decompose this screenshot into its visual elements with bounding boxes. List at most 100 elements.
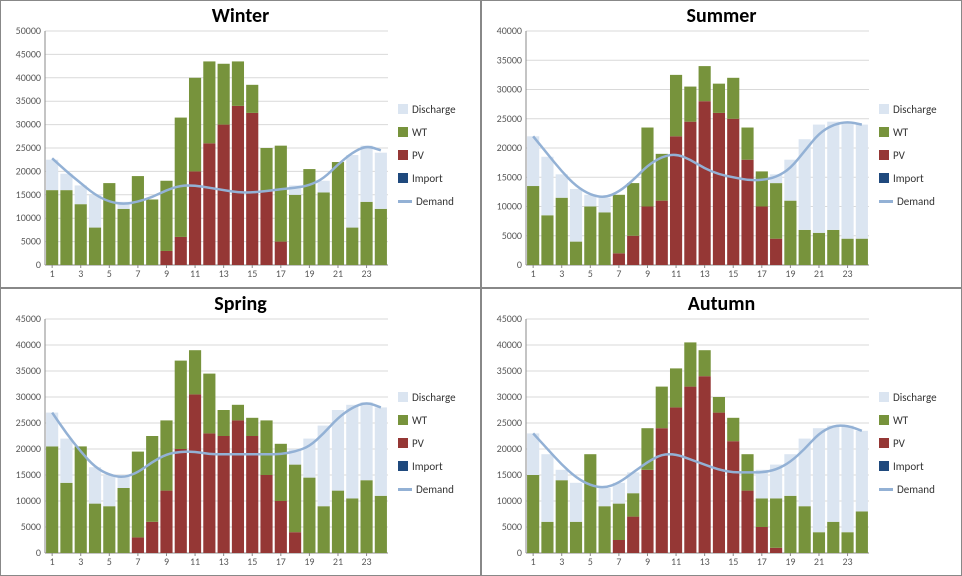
legend-item-import: Import (879, 172, 955, 185)
svg-text:13: 13 (219, 555, 229, 568)
panel-winter: Winter 050001000015000200002500030000350… (0, 0, 481, 288)
legend-item-pv: PV (398, 437, 474, 450)
legend-label: Import (412, 460, 443, 473)
svg-text:45000: 45000 (16, 47, 41, 60)
svg-text:30000: 30000 (497, 390, 522, 403)
legend: DischargeWTPVImportDemand (873, 315, 955, 571)
svg-text:17: 17 (276, 555, 286, 568)
svg-text:35000: 35000 (16, 364, 41, 377)
legend-item-discharge: Discharge (879, 103, 955, 116)
svg-text:17: 17 (757, 555, 767, 568)
legend-label: Discharge (893, 391, 937, 404)
svg-text:21: 21 (333, 267, 343, 280)
svg-text:23: 23 (842, 267, 852, 280)
svg-text:15: 15 (247, 555, 257, 568)
svg-text:9: 9 (645, 267, 650, 280)
svg-text:50000: 50000 (16, 27, 41, 37)
legend-swatch-discharge (398, 392, 408, 402)
svg-text:7: 7 (135, 267, 140, 280)
svg-text:1: 1 (50, 267, 55, 280)
legend-item-wt: WT (398, 126, 474, 139)
svg-text:5: 5 (588, 555, 593, 568)
svg-text:23: 23 (361, 555, 371, 568)
legend-label: Demand (897, 195, 935, 208)
legend-label: Demand (897, 483, 935, 496)
legend-label: Discharge (412, 103, 456, 116)
legend: DischargeWTPVImportDemand (392, 315, 474, 571)
legend-item-demand: Demand (879, 195, 955, 208)
svg-text:23: 23 (842, 555, 852, 568)
legend: Discharge WT PV Import Demand (392, 27, 474, 283)
svg-text:7: 7 (616, 555, 621, 568)
svg-text:1: 1 (531, 267, 536, 280)
legend-swatch-demand (879, 200, 893, 203)
svg-text:21: 21 (814, 555, 824, 568)
legend-label: Demand (416, 483, 454, 496)
svg-text:1: 1 (531, 555, 536, 568)
svg-text:40000: 40000 (16, 338, 41, 351)
legend-label: WT (893, 126, 908, 139)
legend-label: Import (412, 172, 443, 185)
svg-text:13: 13 (219, 267, 229, 280)
legend-label: WT (412, 414, 427, 427)
legend-label: PV (412, 149, 424, 162)
panel-title: Summer (488, 5, 955, 27)
svg-text:5000: 5000 (21, 520, 41, 533)
panel-title: Autumn (488, 293, 955, 315)
chart-area-summer: 0500010000150002000025000300003500040000… (488, 27, 873, 283)
legend-item-import: Import (398, 172, 474, 185)
legend-item-pv: PV (879, 149, 955, 162)
legend-swatch-wt (398, 415, 408, 425)
legend-swatch-demand (398, 200, 412, 203)
svg-text:13: 13 (700, 555, 710, 568)
legend-label: Demand (416, 195, 454, 208)
legend-swatch-pv (879, 150, 889, 160)
svg-text:25000: 25000 (16, 141, 41, 154)
legend-swatch-wt (879, 415, 889, 425)
svg-text:19: 19 (785, 267, 795, 280)
svg-text:15000: 15000 (16, 468, 41, 481)
svg-text:3: 3 (559, 267, 564, 280)
svg-text:15: 15 (247, 267, 257, 280)
chart-area-winter: 0500010000150002000025000300003500040000… (7, 27, 392, 283)
svg-text:7: 7 (135, 555, 140, 568)
legend-label: Discharge (893, 103, 937, 116)
svg-text:20000: 20000 (16, 442, 41, 455)
svg-text:1: 1 (50, 555, 55, 568)
svg-text:9: 9 (645, 555, 650, 568)
svg-text:35000: 35000 (497, 364, 522, 377)
svg-text:10000: 10000 (497, 494, 522, 507)
svg-text:40000: 40000 (16, 71, 41, 84)
svg-text:17: 17 (276, 267, 286, 280)
svg-text:0: 0 (517, 258, 522, 271)
svg-text:9: 9 (164, 267, 169, 280)
legend-swatch-pv (879, 438, 889, 448)
chart-area-spring: 0500010000150002000025000300003500040000… (7, 315, 392, 571)
legend-item-discharge: Discharge (398, 103, 474, 116)
panel-summer: Summer 050001000015000200002500030000350… (481, 0, 962, 288)
svg-text:0: 0 (517, 546, 522, 559)
svg-text:17: 17 (757, 267, 767, 280)
svg-text:10000: 10000 (16, 211, 41, 224)
chart-area-autumn: 0500010000150002000025000300003500040000… (488, 315, 873, 571)
svg-text:35000: 35000 (16, 94, 41, 107)
legend-label: WT (412, 126, 427, 139)
svg-text:25000: 25000 (497, 112, 522, 125)
svg-text:15000: 15000 (497, 170, 522, 183)
legend-swatch-import (398, 173, 408, 183)
svg-text:45000: 45000 (497, 315, 522, 325)
legend-label: Import (893, 460, 924, 473)
legend-swatch-discharge (879, 392, 889, 402)
svg-text:20000: 20000 (497, 442, 522, 455)
legend-swatch-pv (398, 150, 408, 160)
svg-text:21: 21 (814, 267, 824, 280)
svg-text:19: 19 (304, 267, 314, 280)
svg-text:5000: 5000 (502, 229, 522, 242)
svg-text:21: 21 (333, 555, 343, 568)
svg-text:15000: 15000 (16, 188, 41, 201)
legend-label: PV (893, 149, 905, 162)
svg-text:3: 3 (559, 555, 564, 568)
svg-text:15000: 15000 (497, 468, 522, 481)
svg-text:30000: 30000 (16, 118, 41, 131)
svg-text:0: 0 (36, 258, 41, 271)
